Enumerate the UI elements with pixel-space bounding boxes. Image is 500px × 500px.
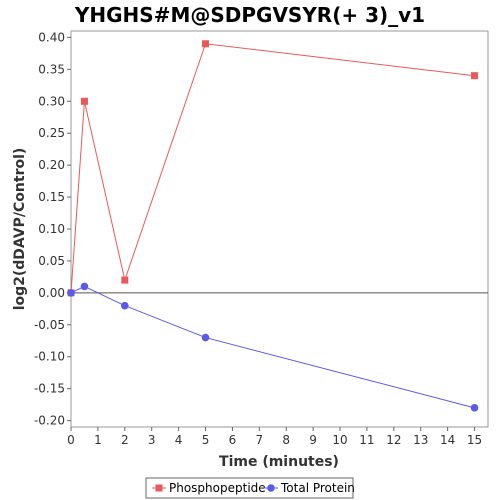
x-tick-label: 9 [309, 433, 317, 447]
x-tick-label: 2 [121, 433, 129, 447]
y-tick-label: 0.20 [38, 158, 65, 172]
data-point-phosphopeptide [121, 276, 129, 284]
y-tick-label: 0.40 [38, 30, 65, 44]
y-tick-label: 0.35 [38, 62, 65, 76]
y-tick-label: 0.00 [38, 286, 65, 300]
y-tick-label: -0.20 [34, 414, 65, 428]
legend-label-total-protein: Total Protein [280, 481, 355, 495]
series-layer [67, 40, 479, 412]
x-axis-label: Time (minutes) [219, 454, 339, 470]
x-tick-label: 7 [256, 433, 264, 447]
x-tick-label: 11 [359, 433, 374, 447]
x-tick-label: 13 [413, 433, 428, 447]
x-tick-label: 1 [94, 433, 102, 447]
y-tick-label: 0.15 [38, 190, 65, 204]
x-tick-label: 4 [175, 433, 183, 447]
y-tick-label: -0.15 [34, 382, 65, 396]
x-axis-ticks: 0 1 2 3 4 5 6 7 8 9 10 11 12 13 14 15 [67, 427, 482, 447]
x-tick-label: 6 [229, 433, 237, 447]
legend-marker-phosphopeptide [155, 484, 163, 492]
data-point-total-protein [80, 282, 89, 291]
x-tick-label: 0 [67, 433, 75, 447]
y-axis-label: log2(dDAVP/Control) [12, 148, 28, 311]
x-tick-label: 3 [148, 433, 156, 447]
data-point-phosphopeptide [471, 72, 479, 80]
data-point-phosphopeptide [202, 40, 210, 48]
y-tick-label: 0.25 [38, 126, 65, 140]
x-tick-label: 12 [386, 433, 401, 447]
x-tick-label: 8 [282, 433, 290, 447]
legend-box [145, 477, 354, 499]
data-point-total-protein [201, 333, 210, 342]
chart-title: YHGHS#M@SDPGVSYR(+ 3)_v1 [74, 3, 425, 27]
y-axis-ticks: 0.40 0.35 0.30 0.25 0.20 0.15 0.10 0.05 0.00 -0.0… [34, 30, 71, 428]
y-tick-label: 0.10 [38, 222, 65, 236]
data-point-phosphopeptide [80, 97, 88, 105]
y-tick-label: 0.05 [38, 254, 65, 268]
data-point-total-protein [67, 289, 75, 297]
data-point-total-protein [470, 404, 479, 412]
x-tick-label: 10 [332, 433, 347, 447]
x-tick-label: 15 [467, 433, 482, 447]
y-tick-label: 0.30 [38, 94, 65, 108]
x-tick-label: 14 [440, 433, 455, 447]
y-tick-label: -0.05 [34, 318, 65, 332]
legend-label-phosphopeptide: Phosphopeptide [169, 481, 266, 495]
plot-area [70, 30, 489, 428]
legend-marker-total-protein [267, 484, 275, 492]
y-tick-label: -0.10 [34, 350, 65, 364]
data-point-total-protein [121, 301, 129, 310]
x-tick-label: 5 [202, 433, 210, 447]
legend: Phosphopeptide Total Protein [152, 481, 355, 495]
